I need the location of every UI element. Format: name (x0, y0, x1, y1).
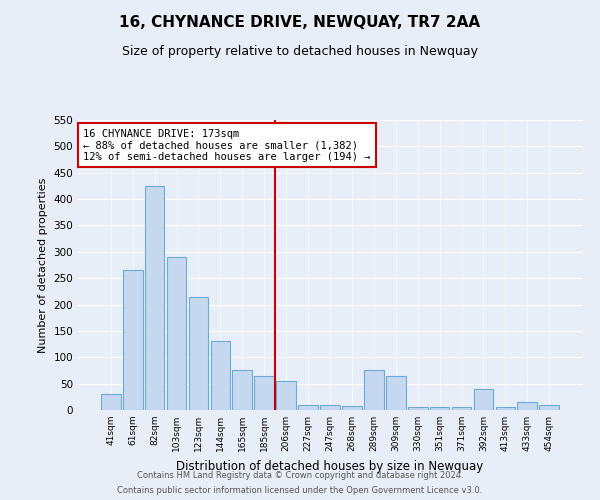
Bar (364, 370, 384, 410)
Text: 16 CHYNANCE DRIVE: 173sqm
← 88% of detached houses are smaller (1,382)
12% of se: 16 CHYNANCE DRIVE: 173sqm ← 88% of detac… (83, 128, 371, 162)
Bar (145, 186, 164, 410)
Bar (123, 270, 143, 410)
Bar (452, 408, 472, 410)
Bar (254, 376, 274, 410)
Text: 16, CHYNANCE DRIVE, NEWQUAY, TR7 2AA: 16, CHYNANCE DRIVE, NEWQUAY, TR7 2AA (119, 15, 481, 30)
Bar (430, 408, 449, 410)
Bar (211, 342, 230, 410)
Bar (473, 389, 493, 410)
Bar (517, 402, 537, 410)
Bar (320, 404, 340, 410)
Bar (101, 394, 121, 410)
Text: Contains public sector information licensed under the Open Government Licence v3: Contains public sector information licen… (118, 486, 482, 495)
Bar (232, 370, 252, 410)
Bar (408, 408, 428, 410)
Bar (276, 381, 296, 410)
Y-axis label: Number of detached properties: Number of detached properties (38, 178, 48, 352)
Bar (298, 404, 318, 410)
Bar (539, 404, 559, 410)
Bar (342, 406, 362, 410)
Text: Size of property relative to detached houses in Newquay: Size of property relative to detached ho… (122, 45, 478, 58)
Bar (386, 376, 406, 410)
Bar (167, 257, 187, 410)
Text: Contains HM Land Registry data © Crown copyright and database right 2024.: Contains HM Land Registry data © Crown c… (137, 471, 463, 480)
Bar (496, 408, 515, 410)
Bar (188, 296, 208, 410)
X-axis label: Distribution of detached houses by size in Newquay: Distribution of detached houses by size … (176, 460, 484, 472)
